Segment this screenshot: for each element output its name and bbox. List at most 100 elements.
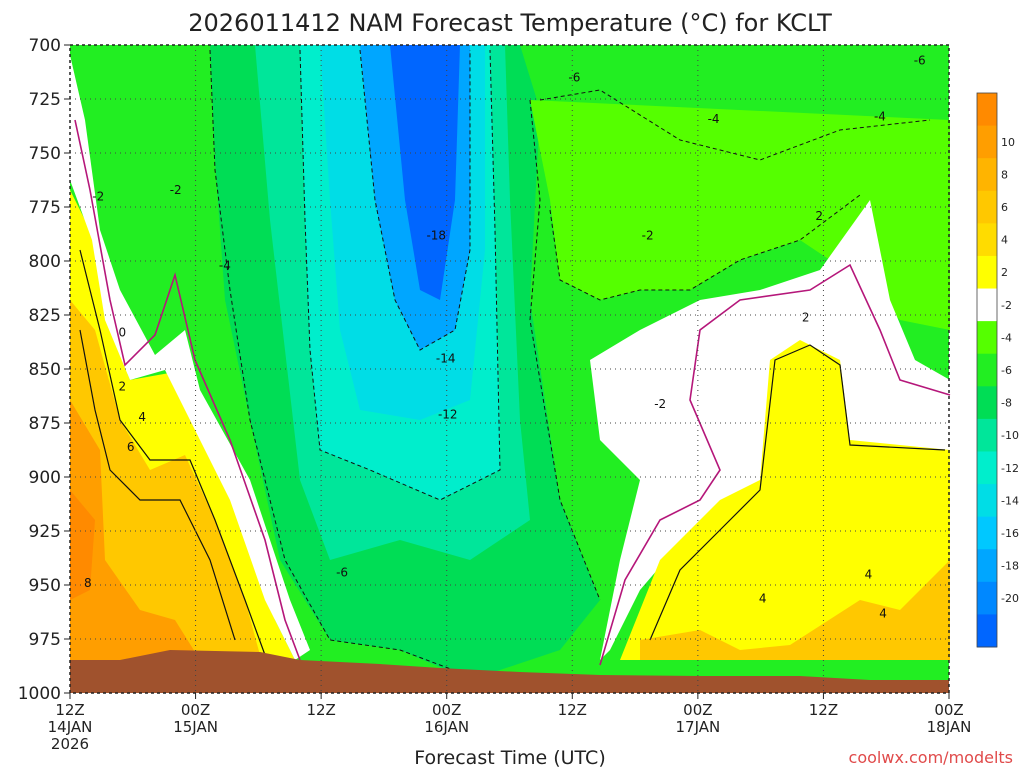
chart-title: 2026011412 NAM Forecast Temperature (°C)…	[188, 9, 832, 37]
contour-label: -4	[874, 110, 886, 124]
x-tick-label: 00Z	[683, 701, 712, 719]
contour-label: -2	[654, 397, 666, 411]
contour-label: -2	[92, 190, 104, 204]
y-tick-label: 700	[29, 36, 61, 56]
x-tick-label: 12Z	[55, 701, 84, 719]
contour-label: 4	[759, 591, 767, 605]
y-tick-label: 775	[29, 198, 61, 218]
contour-label: -2	[170, 183, 182, 197]
x-tick-label: 15JAN	[173, 718, 218, 736]
y-axis: 700 725 750 775 800 825 850 875 900 925 950 975 1000	[18, 36, 70, 704]
x-tick-label: 12Z	[809, 701, 838, 719]
y-tick-label: 925	[29, 522, 61, 542]
contour-label: -6	[914, 53, 926, 67]
contour-label: -12	[438, 408, 458, 422]
contour-label: 8	[84, 576, 92, 590]
colorbar-swatch	[977, 451, 997, 485]
colorbar-frame	[976, 92, 998, 648]
x-tick-label: 17JAN	[675, 718, 720, 736]
contour-label: -2	[642, 228, 654, 242]
contour-label: -6	[568, 71, 580, 85]
near-zero-region-west	[70, 55, 310, 660]
contour-label: 2	[119, 380, 127, 394]
colorbar-swatch	[977, 353, 997, 387]
colorbar-label: 2	[1001, 266, 1008, 279]
colorbar-label: -10	[1001, 429, 1019, 442]
x-tick-label: 16JAN	[424, 718, 469, 736]
colorbar-swatch	[977, 255, 997, 290]
credit-text: coolwx.com/modelts	[849, 748, 1013, 767]
y-tick-label: 950	[29, 576, 61, 596]
contour-2-east-magenta	[599, 263, 951, 666]
contour-label: 0	[119, 326, 127, 340]
colorbar-label: -8	[1001, 397, 1012, 410]
x-tick-label: 00Z	[432, 701, 461, 719]
contour-label: 4	[879, 606, 887, 620]
x-tick-label: 14JAN	[48, 718, 93, 736]
colorbar-label: -2	[1001, 299, 1012, 312]
colorbar-label: -6	[1001, 364, 1012, 377]
y-tick-label: 850	[29, 360, 61, 380]
contour-label: -14	[436, 352, 456, 366]
colorbar-label: -14	[1001, 494, 1019, 507]
colorbar-label: 4	[1001, 234, 1008, 247]
contour-dashed-5	[549, 194, 861, 301]
contour-label: 2	[802, 310, 810, 324]
terrain-ground	[70, 650, 949, 693]
colorbar-swatch	[977, 223, 997, 257]
colorbar-label: -16	[1001, 527, 1019, 540]
warm-region-east-orange-spots	[640, 560, 950, 660]
colorbar-swatch	[977, 484, 997, 518]
contour-dashed-3	[299, 49, 501, 501]
contour-label: -4	[219, 259, 231, 273]
contour-label: 4	[138, 410, 146, 424]
y-tick-label: 975	[29, 630, 61, 650]
contour-label: -4	[708, 112, 720, 126]
colorbar-label: -18	[1001, 560, 1019, 573]
x-axis-label: Forecast Time (UTC)	[414, 747, 605, 768]
y-tick-label: 900	[29, 468, 61, 488]
colorbar-label: 10	[1001, 136, 1015, 149]
warm-region-east-yellow	[620, 340, 950, 660]
colorbar-swatch	[977, 418, 997, 452]
warm-region-west-core	[70, 490, 95, 600]
colorbar-swatch	[977, 549, 997, 583]
y-tick-label: 800	[29, 252, 61, 272]
contour-dashed-2	[529, 99, 601, 601]
contour-label: 4	[865, 568, 873, 582]
colorbar-label: 8	[1001, 168, 1008, 181]
colorbar-swatch	[977, 93, 997, 127]
colorbar-swatch	[977, 158, 997, 192]
x-tick-label: 12Z	[306, 701, 335, 719]
contour-dashed-1	[209, 49, 481, 681]
colorbar-swatch	[977, 516, 997, 550]
contour-east-2-black	[649, 344, 946, 641]
x-tick-label: 00Z	[181, 701, 210, 719]
y-tick-label: 875	[29, 414, 61, 434]
contour-label: 6	[127, 440, 135, 454]
colorbar-swatch	[977, 614, 997, 648]
colorbar-swatch	[977, 190, 997, 224]
colorbar-label: -4	[1001, 331, 1012, 344]
colorbar-swatch	[977, 581, 997, 615]
warm-region-west-deep-orange	[70, 400, 200, 660]
cool-region-east-green	[530, 100, 950, 330]
contour-label: 2	[815, 209, 823, 223]
colorbar-swatch	[977, 386, 997, 420]
contour-0-black	[79, 249, 266, 656]
x-tick-label: 18JAN	[927, 718, 972, 736]
colorbar-swatch	[977, 321, 997, 355]
colorbar-label: -12	[1001, 462, 1019, 475]
x-tick-label: 00Z	[934, 701, 963, 719]
x-tick-label: 12Z	[558, 701, 587, 719]
colorbar-swatch	[977, 125, 997, 159]
contour-label: -18	[426, 228, 446, 242]
contour-label: -6	[336, 565, 348, 579]
cold-region-center-deep-blue	[390, 45, 460, 300]
contour-labels: -2 -2 -4 0 2 4 6 8 -18 -14 -12 -6 -6 -4 -2 -2 -4 -6 2 2 4 4 4	[84, 53, 926, 620]
plot-area	[70, 45, 951, 693]
y-tick-label: 825	[29, 306, 61, 326]
x-tick-label: 2026	[51, 735, 89, 753]
